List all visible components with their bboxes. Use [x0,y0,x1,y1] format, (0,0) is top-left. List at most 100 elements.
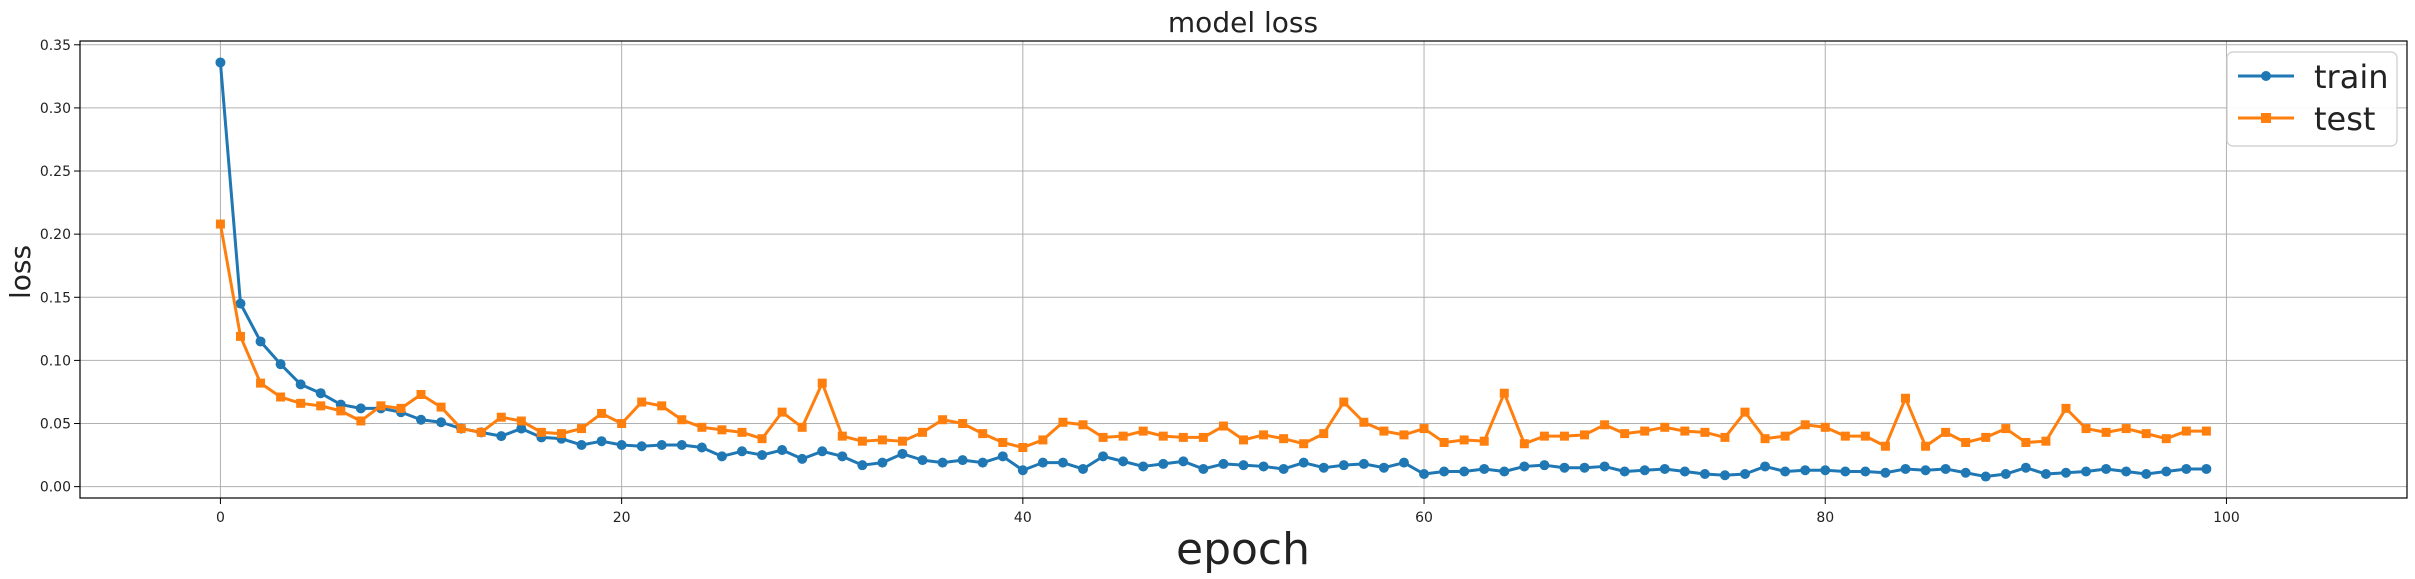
data-point-train [817,446,828,457]
data-point-test [336,406,346,416]
data-point-train [1579,462,1590,473]
y-axis-label: loss [4,245,37,299]
y-tick-label: 0.25 [40,164,71,180]
data-point-train [897,448,908,459]
data-point-test [296,398,306,408]
data-point-test [938,415,948,425]
data-point-train [1719,470,1730,481]
data-point-train [696,442,707,453]
data-point-train [1459,466,1470,477]
data-point-test [1539,431,1549,441]
data-point-test [356,416,366,426]
legend-test-label: test [2314,100,2375,138]
data-point-train [1338,460,1349,471]
data-point-test [637,397,647,407]
data-point-train [1960,467,1971,478]
data-point-train [2101,463,2112,474]
data-point-test [516,416,526,426]
data-point-test [2081,424,2091,434]
data-point-test [376,401,386,411]
data-point-train [1218,458,1229,469]
series-lines [215,57,2212,482]
y-tick-label: 0.05 [40,417,71,433]
data-point-train [1258,461,1269,472]
data-point-test [1459,435,1469,445]
data-point-train [1057,457,1068,468]
data-point-train [736,446,747,457]
data-point-train [877,457,888,468]
data-point-test [1600,420,1610,430]
x-tick-label: 80 [1816,510,1834,526]
data-point-train [1098,451,1109,462]
data-point-test [1439,437,1449,447]
data-point-test [1118,431,1128,441]
data-point-test [857,436,867,446]
data-point-test [2041,436,2051,446]
data-point-train [1699,469,1710,480]
data-point-test [877,435,887,445]
data-point-train [416,414,427,425]
data-point-train [235,298,246,309]
y-tick-label: 0.10 [40,353,71,369]
data-point-test [1660,422,1670,432]
data-point-test [1740,407,1750,417]
legend-train-label: train [2314,58,2388,96]
x-tick-label: 60 [1415,510,1433,526]
data-point-train [1378,462,1389,473]
plot-area-frame [79,40,2408,499]
data-point-test [1900,393,1910,403]
data-point-test [1379,426,1389,436]
data-point-test [918,427,928,437]
data-point-train [937,457,948,468]
data-point-train [1499,466,1510,477]
data-point-test [2121,424,2131,434]
data-point-train [255,336,266,347]
data-point-train [2161,466,2172,477]
data-point-test [1820,422,1830,432]
data-point-train [1358,458,1369,469]
data-point-train [997,451,1008,462]
data-point-train [2121,466,2132,477]
data-point-train [1198,463,1209,474]
data-point-train [917,455,928,466]
x-tick-label: 20 [613,510,631,526]
data-point-train [215,57,226,68]
data-point-train [1238,460,1249,471]
data-point-train [2060,467,2071,478]
data-point-test [2101,427,2111,437]
x-tick-label: 100 [2213,510,2240,526]
x-axis-ticks: 0 20 40 60 80 100 [216,498,2240,526]
data-point-test [1680,426,1690,436]
data-point-train [1880,467,1891,478]
data-point-test [1941,427,1951,437]
data-point-test [1921,441,1931,451]
data-point-test [316,401,326,411]
data-point-test [1218,421,1228,431]
data-point-test [998,437,1008,447]
data-point-train [2000,469,2011,480]
data-point-test [396,403,406,413]
legend: train test [2226,51,2398,147]
data-point-train [1800,465,1811,476]
data-point-test [1479,436,1489,446]
y-axis-ticks: 0.00 0.05 0.10 0.15 0.20 0.25 0.30 0.35 [40,38,80,496]
data-point-test [978,429,988,439]
chart-title: model loss [1168,6,1318,39]
data-point-train [1559,462,1570,473]
data-point-train [777,445,788,456]
data-point-test [1880,441,1890,451]
data-point-train [436,417,447,428]
data-point-test [1078,420,1088,430]
data-point-train [315,388,326,399]
data-point-test [1098,432,1108,442]
data-point-train [757,450,768,461]
data-point-test [1138,426,1148,436]
data-point-test [697,422,707,432]
data-point-train [1078,463,1089,474]
data-point-test [1158,431,1168,441]
data-point-test [717,425,727,435]
data-point-train [1519,461,1530,472]
data-point-train [355,403,366,414]
data-point-test [276,392,286,402]
data-point-test [2001,424,2011,434]
